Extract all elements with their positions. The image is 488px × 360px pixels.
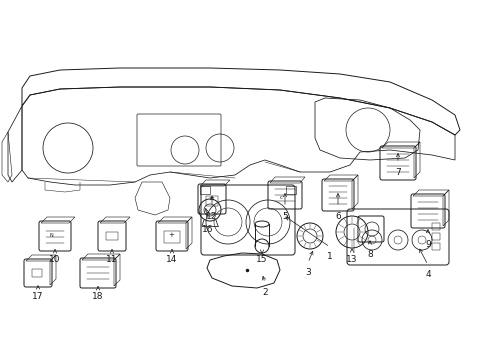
Text: 3: 3 <box>305 268 310 277</box>
Text: 11: 11 <box>106 255 118 264</box>
Text: 17: 17 <box>32 292 43 301</box>
Bar <box>431 233 439 240</box>
Text: +: + <box>207 195 214 201</box>
Text: 10: 10 <box>49 255 61 264</box>
Text: 5: 5 <box>282 212 287 221</box>
Text: c: c <box>279 195 282 200</box>
Bar <box>285 186 295 194</box>
Text: 13: 13 <box>346 255 357 264</box>
Bar <box>205 196 218 206</box>
Text: 15: 15 <box>256 255 267 264</box>
Bar <box>431 223 439 230</box>
Text: 8: 8 <box>366 250 372 259</box>
Bar <box>106 232 118 240</box>
Bar <box>32 269 42 277</box>
Text: 2: 2 <box>262 288 267 297</box>
Bar <box>431 243 439 250</box>
Bar <box>200 186 209 194</box>
Bar <box>163 231 180 243</box>
Text: 6: 6 <box>334 212 340 221</box>
Text: 9: 9 <box>424 240 430 249</box>
Text: N: N <box>49 233 53 238</box>
Text: 12: 12 <box>206 212 217 221</box>
Text: 4: 4 <box>425 270 430 279</box>
Text: 14: 14 <box>166 255 177 264</box>
Text: 16: 16 <box>202 225 213 234</box>
Text: 18: 18 <box>92 292 103 301</box>
Text: 1: 1 <box>326 252 332 261</box>
Text: 7: 7 <box>394 168 400 177</box>
Text: +: + <box>168 232 174 238</box>
